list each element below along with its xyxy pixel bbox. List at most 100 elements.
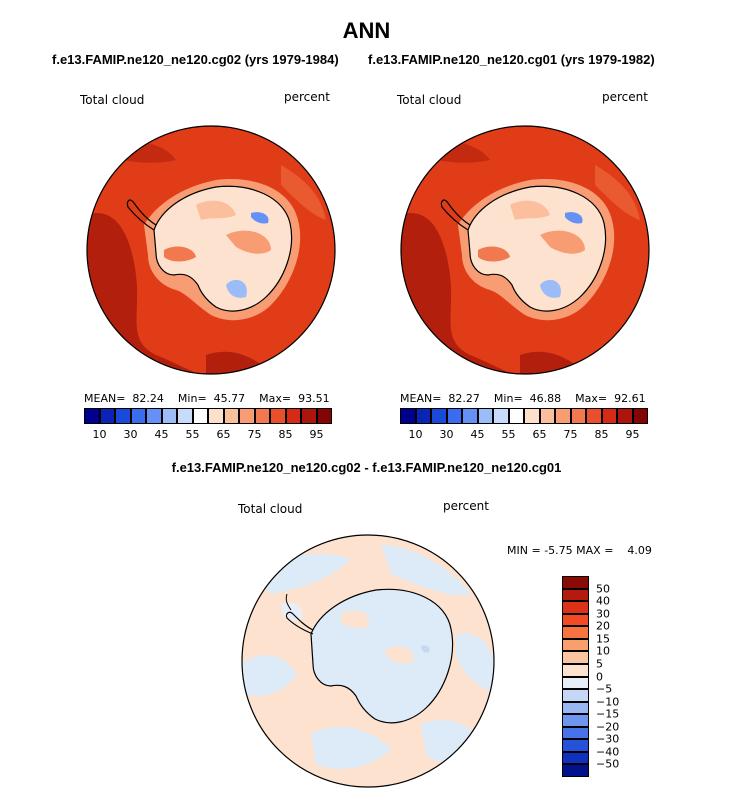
colorbar-swatch <box>254 408 270 424</box>
left-stats: MEAN= 82.24 Min= 45.77 Max= 93.51 <box>84 392 330 405</box>
left-units-label: percent <box>284 90 330 104</box>
colorbar-swatch <box>415 408 431 424</box>
colorbar-tick-label: 10 <box>408 428 423 441</box>
colorbar-tick-label: 10 <box>92 428 107 441</box>
colorbar-swatch <box>446 408 462 424</box>
colorbar-tick-label: −30 <box>596 732 620 746</box>
colorbar-swatch <box>239 408 255 424</box>
colorbar-tick-label: 30 <box>439 428 454 441</box>
colorbar-swatch <box>562 676 589 690</box>
colorbar-tick-label: 95 <box>625 428 640 441</box>
left-polar-map <box>86 125 336 375</box>
left-colorbar <box>84 408 332 424</box>
colorbar-tick-label: −5 <box>596 682 613 696</box>
right-units-label: percent <box>602 90 648 104</box>
colorbar-swatch <box>301 408 317 424</box>
colorbar-swatch <box>477 408 493 424</box>
colorbar-tick-label: −50 <box>596 757 620 771</box>
colorbar-swatch <box>555 408 571 424</box>
colorbar-swatch <box>562 701 589 715</box>
colorbar-swatch <box>562 663 589 677</box>
colorbar-swatch <box>192 408 208 424</box>
colorbar-tick-label: 40 <box>596 594 610 608</box>
right-colorbar <box>400 408 648 424</box>
colorbar-tick-label: 65 <box>532 428 547 441</box>
colorbar-swatch <box>539 408 555 424</box>
colorbar-swatch <box>562 638 589 652</box>
colorbar-tick-label: 85 <box>594 428 609 441</box>
colorbar-swatch <box>508 408 524 424</box>
left-case-title: f.e13.FAMIP.ne120_ne120.cg02 (yrs 1979-1… <box>52 52 339 67</box>
diff-units-label: percent <box>443 499 489 513</box>
left-colorbar-ticks: 10 30 45 55 65 75 85 95 <box>84 428 332 442</box>
colorbar-swatch <box>562 601 589 614</box>
colorbar-swatch <box>562 751 589 765</box>
colorbar-tick-label: 55 <box>185 428 200 441</box>
colorbar-tick-label: 30 <box>123 428 138 441</box>
colorbar-swatch <box>562 726 589 740</box>
diff-colorbar <box>562 576 589 777</box>
colorbar-tick-label: −20 <box>596 720 620 734</box>
right-variable-label: Total cloud <box>397 93 462 107</box>
colorbar-swatch <box>632 408 648 424</box>
page-title: ANN <box>342 18 391 43</box>
colorbar-swatch <box>562 714 589 727</box>
colorbar-swatch <box>562 739 589 752</box>
low-cloud-patch <box>565 212 583 224</box>
diff-colorbar-ticks: 50 40 30 20 15 10 5 0 −5 −10 −15 −20 −30 −40 −50 <box>596 576 636 777</box>
colorbar-tick-label: 50 <box>596 582 610 596</box>
colorbar-swatch <box>524 408 540 424</box>
colorbar-swatch <box>115 408 131 424</box>
colorbar-swatch <box>99 408 115 424</box>
colorbar-swatch <box>601 408 617 424</box>
colorbar-swatch <box>431 408 447 424</box>
colorbar-tick-label: −10 <box>596 695 620 709</box>
colorbar-swatch <box>208 408 224 424</box>
left-variable-label: Total cloud <box>80 93 145 107</box>
colorbar-swatch <box>562 613 589 627</box>
colorbar-tick-label: 10 <box>596 644 610 658</box>
colorbar-swatch <box>493 408 509 424</box>
colorbar-swatch <box>270 408 286 424</box>
colorbar-swatch <box>570 408 586 424</box>
colorbar-swatch <box>400 408 416 424</box>
right-map-border <box>400 125 650 375</box>
colorbar-tick-label: 55 <box>501 428 516 441</box>
colorbar-swatch <box>146 408 162 424</box>
diff-polar-map <box>241 534 495 788</box>
colorbar-swatch <box>562 689 589 702</box>
colorbar-swatch <box>177 408 193 424</box>
diff-minmax: MIN = -5.75 MAX = 4.09 <box>507 544 652 557</box>
colorbar-swatch <box>562 626 589 639</box>
colorbar-tick-label: 0 <box>596 670 603 683</box>
colorbar-swatch <box>84 408 100 424</box>
colorbar-tick-label: 20 <box>596 619 610 633</box>
right-stats: MEAN= 82.27 Min= 46.88 Max= 92.61 <box>400 392 646 405</box>
colorbar-tick-label: −15 <box>596 707 620 721</box>
colorbar-swatch <box>130 408 146 424</box>
colorbar-swatch <box>617 408 633 424</box>
colorbar-tick-label: 30 <box>596 607 610 621</box>
colorbar-tick-label: 85 <box>278 428 293 441</box>
colorbar-swatch <box>562 764 589 777</box>
colorbar-swatch <box>562 651 589 664</box>
colorbar-swatch <box>462 408 478 424</box>
colorbar-tick-label: 75 <box>563 428 578 441</box>
colorbar-tick-label: 95 <box>309 428 324 441</box>
colorbar-tick-label: 45 <box>470 428 485 441</box>
colorbar-tick-label: 65 <box>216 428 231 441</box>
colorbar-swatch <box>161 408 177 424</box>
colorbar-swatch <box>223 408 239 424</box>
right-case-title: f.e13.FAMIP.ne120_ne120.cg01 (yrs 1979-1… <box>368 52 655 67</box>
colorbar-tick-label: 45 <box>154 428 169 441</box>
diff-title: f.e13.FAMIP.ne120_ne120.cg02 - f.e13.FAM… <box>171 460 562 475</box>
colorbar-swatch <box>586 408 602 424</box>
colorbar-swatch <box>285 408 301 424</box>
left-map-border <box>86 125 336 375</box>
colorbar-swatch <box>316 408 332 424</box>
colorbar-tick-label: 5 <box>596 657 603 671</box>
colorbar-swatch <box>562 576 589 589</box>
right-colorbar-ticks: 10 30 45 55 65 75 85 95 <box>400 428 648 442</box>
colorbar-tick-label: 15 <box>596 632 610 646</box>
colorbar-tick-label: 75 <box>247 428 262 441</box>
